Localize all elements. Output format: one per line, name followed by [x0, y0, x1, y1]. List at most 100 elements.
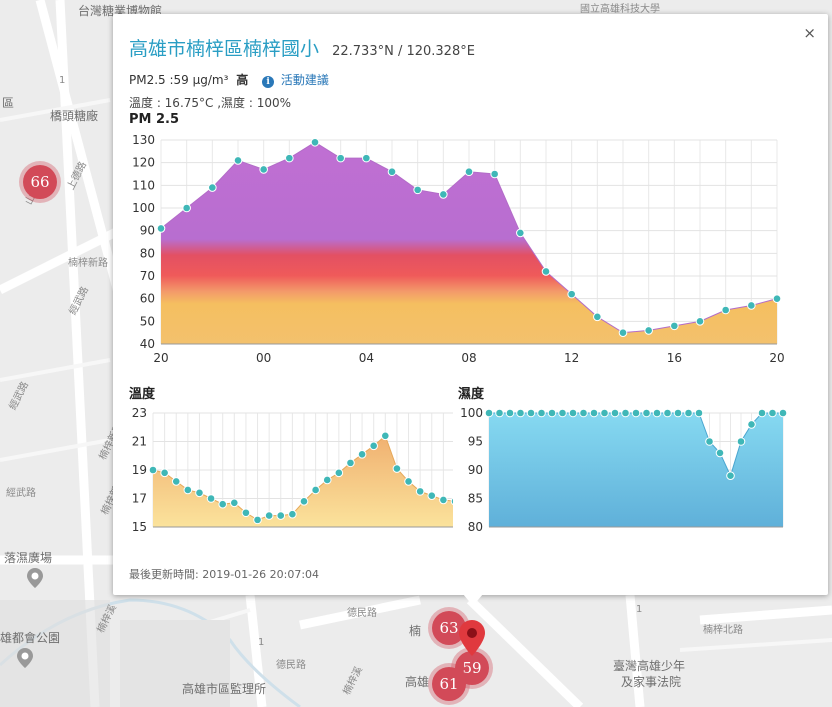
data-point	[276, 511, 286, 520]
y-tick-label: 80	[468, 520, 483, 534]
station-cluster-marker[interactable]: 61	[432, 667, 466, 701]
x-tick-label: 04	[359, 351, 374, 365]
data-point	[362, 153, 371, 163]
data-point	[310, 137, 320, 147]
map-label-route-shield: 1	[258, 637, 265, 648]
data-point	[264, 511, 274, 520]
data-point	[195, 488, 204, 498]
data-point	[439, 495, 448, 505]
map-label-road: 楠梓新路	[68, 258, 108, 269]
map-label-court: 臺灣高雄少年	[613, 659, 686, 673]
popup-title-row: 高雄市楠梓區楠梓國小 22.733°N / 120.328°E	[129, 34, 475, 61]
close-icon[interactable]: ×	[803, 24, 816, 42]
data-point	[772, 294, 782, 303]
data-point	[484, 408, 494, 418]
data-point	[346, 458, 355, 468]
temperature-chart-heading: 溫度	[129, 387, 156, 402]
y-tick-label: 100	[460, 406, 483, 420]
data-point	[547, 408, 557, 418]
data-point	[336, 153, 345, 163]
y-tick-label: 90	[468, 463, 483, 477]
data-point	[726, 471, 735, 480]
map-label-road: 德民路	[276, 660, 306, 671]
data-point	[593, 312, 602, 322]
data-point	[516, 228, 525, 238]
data-point	[288, 509, 297, 519]
pm25-chart: 40 50 60 70 80 90 100 110 120 130 20 00 04 08 12 16 20	[132, 133, 785, 365]
data-point	[285, 153, 294, 163]
data-point	[768, 408, 777, 418]
data-point	[230, 498, 239, 508]
data-point	[684, 408, 693, 418]
data-point	[439, 190, 448, 199]
pm-chart-heading: PM 2.5	[129, 112, 180, 127]
data-point	[621, 408, 630, 418]
y-tick-label: 40	[140, 337, 155, 351]
map-label-area: 高雄	[405, 675, 430, 689]
data-point	[505, 408, 515, 418]
data-point	[156, 224, 166, 233]
pm-status-row: PM2.5 :59 μg/m³ 高 i 活動建議	[129, 71, 329, 88]
pm-level-badge: 高	[236, 73, 249, 87]
data-point	[537, 408, 546, 418]
data-point	[208, 183, 217, 192]
activity-advice-link[interactable]: 活動建議	[280, 73, 329, 87]
data-point	[464, 167, 474, 177]
data-point	[415, 487, 425, 496]
series-area	[153, 435, 453, 527]
data-point	[778, 408, 788, 418]
data-point	[381, 431, 390, 441]
data-point	[322, 475, 332, 485]
y-tick-label: 21	[132, 435, 147, 449]
map-label-park: 雄都會公園	[0, 631, 61, 645]
humidity-chart: 80 85 90 95 100	[460, 406, 788, 534]
data-point	[387, 167, 397, 177]
map-pin-icon[interactable]	[17, 648, 33, 668]
data-point	[695, 317, 705, 326]
y-tick-label: 130	[132, 133, 155, 147]
data-point	[413, 185, 422, 195]
map-label-university: 國立高雄科技大學	[580, 4, 660, 15]
data-point	[334, 468, 344, 478]
data-point	[392, 464, 402, 473]
data-point	[568, 408, 578, 418]
station-cluster-marker[interactable]: 63	[432, 611, 466, 645]
map-label-road: 德民路	[347, 608, 377, 619]
y-tick-label: 90	[140, 224, 155, 238]
map-label-road: 經武路	[6, 488, 36, 499]
data-point	[757, 408, 767, 418]
data-point	[663, 408, 672, 418]
data-point	[495, 408, 504, 418]
info-icon[interactable]: i	[262, 76, 275, 88]
data-point	[299, 497, 309, 506]
station-cluster-marker[interactable]: 66	[23, 165, 57, 199]
data-point	[747, 301, 756, 310]
data-point	[404, 477, 413, 486]
data-point	[541, 267, 551, 276]
y-tick-label: 17	[132, 492, 147, 506]
x-tick-label: 00	[256, 351, 271, 365]
humidity-chart-heading: 濕度	[458, 387, 485, 402]
data-point	[670, 321, 679, 331]
temperature-chart: 15 17 19 21 23	[132, 406, 453, 534]
station-info-popup: × 高雄市楠梓區楠梓國小 22.733°N / 120.328°E PM2.5 …	[113, 14, 828, 606]
map-label-sugar-factory: 橋頭糖廠	[50, 109, 99, 123]
data-point	[705, 437, 714, 446]
data-point	[160, 468, 169, 478]
y-tick-label: 85	[468, 492, 483, 506]
y-tick-label: 19	[132, 463, 147, 477]
data-point	[589, 408, 599, 418]
x-tick-label: 20	[769, 351, 784, 365]
x-tick-label: 16	[667, 351, 682, 365]
data-point	[631, 408, 641, 418]
data-point	[218, 499, 227, 509]
data-point	[652, 408, 662, 418]
pm-value-text: PM2.5 :59 μg/m³	[129, 73, 229, 87]
data-point	[171, 477, 181, 486]
data-point	[183, 485, 193, 495]
data-point	[427, 491, 437, 500]
map-pin-icon[interactable]	[27, 568, 43, 588]
map-label-road: 楠梓北路	[703, 625, 743, 636]
selected-location-pin-icon[interactable]	[459, 620, 485, 656]
data-point	[610, 408, 620, 418]
